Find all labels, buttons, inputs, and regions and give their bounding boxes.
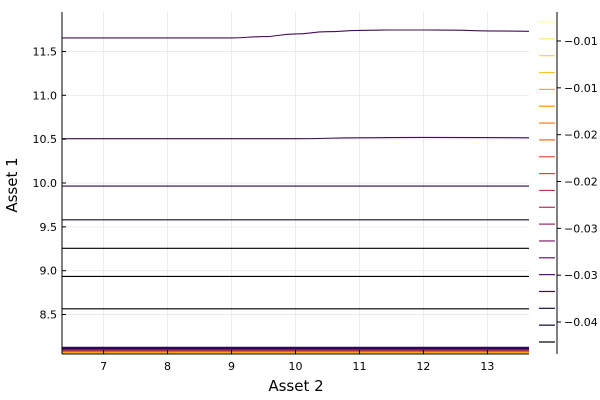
colorbar-ticks: −0.04 −0.03 −0.03 −0.02 −0.02 −0.01 −0.01 [557,35,598,329]
colorbar-tick-label: −0.02 [564,176,598,189]
x-tick-label: 7 [100,360,107,373]
y-tick-label: 10.5 [33,133,58,146]
x-axis-title: Asset 2 [268,377,323,395]
colorbar-tick-label: −0.02 [564,129,598,142]
y-tick-label: 11.0 [33,89,58,102]
contour-line [62,29,530,39]
x-tick-label: 12 [416,360,430,373]
x-tick-label: 8 [164,360,171,373]
x-tick-label: 13 [480,360,494,373]
y-tick-label: 9.5 [40,221,58,234]
x-axis-ticks: 7 8 9 10 11 12 13 [100,350,494,373]
colorbar [539,12,558,354]
colorbar-tick-label: −0.03 [564,222,598,235]
x-tick-label: 11 [352,360,366,373]
y-tick-label: 8.5 [40,309,58,322]
y-tick-label: 9.0 [40,265,58,278]
x-tick-label: 10 [289,360,303,373]
colorbar-tick-label: −0.01 [564,35,598,48]
x-tick-label: 9 [228,360,235,373]
y-tick-label: 11.5 [33,45,58,58]
colorbar-tick-label: −0.04 [564,316,598,329]
y-tick-label: 10.0 [33,177,58,190]
contour-lines [61,29,530,310]
y-axis-title: Asset 1 [3,157,21,212]
colorbar-tick-label: −0.01 [564,82,598,95]
grid-lines [62,12,529,354]
y-axis-ticks: 8.5 9.0 9.5 10.0 10.5 11.0 11.5 [33,45,66,322]
colorbar-tick-label: −0.03 [564,269,598,282]
contour-line [62,136,530,140]
